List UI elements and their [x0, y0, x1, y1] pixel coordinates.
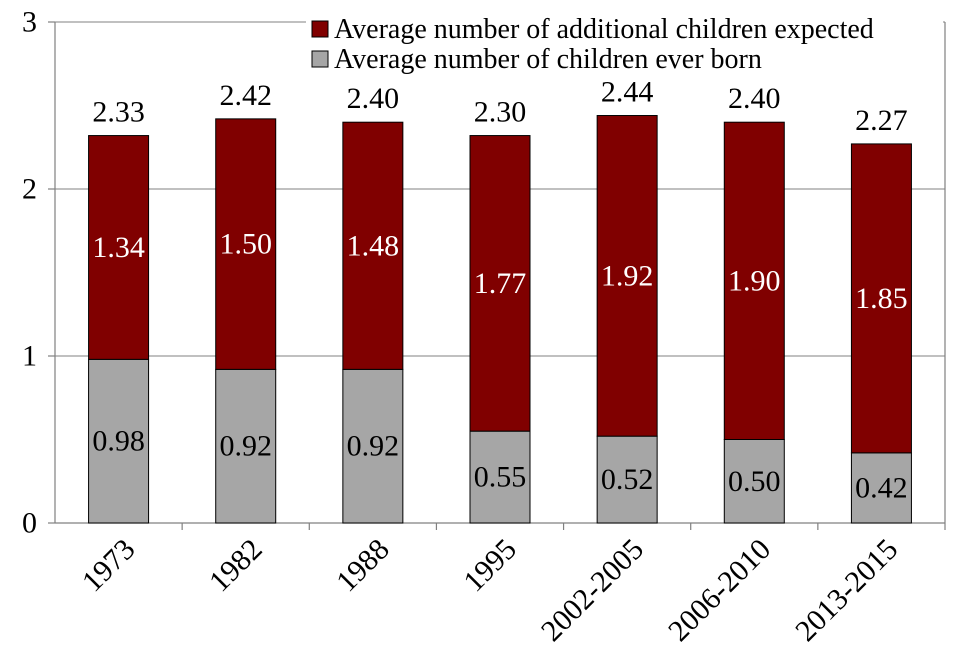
y-tick-label: 0: [22, 507, 37, 540]
x-tick-label-2006-2010: 2006-2010: [662, 533, 777, 648]
data-label-ever-born-1982: 0.92: [219, 430, 272, 463]
bar-segment-ever-born-1982: [215, 368, 277, 524]
x-tick-label-1988: 1988: [330, 533, 396, 599]
x-tick-label-2002-2005: 2002-2005: [535, 533, 650, 648]
data-label-additional-1995: 1.77: [474, 267, 527, 300]
data-label-ever-born-2006-2010: 0.50: [728, 465, 781, 498]
bars: [88, 115, 912, 524]
bar-segment-additional-1995: [469, 135, 531, 432]
bar-segment-additional-1988: [342, 121, 404, 370]
y-tick-label: 2: [22, 173, 37, 206]
data-label-ever-born-1973: 0.98: [92, 425, 145, 458]
bar-segment-additional-2006-2010: [723, 121, 785, 440]
data-label-ever-born-1995: 0.55: [474, 461, 527, 494]
data-labels: 0.98 1.34 2.33 0.92 1.50 2.42 0.92 1.48 2.40 0.55…: [92, 76, 907, 505]
bar-segment-ever-born-2013-2015: [850, 452, 912, 524]
bar-segment-ever-born-1988: [342, 368, 404, 524]
bar-segment-additional-1982: [215, 118, 277, 370]
y-axis-tick-labels: 0 1 2 3: [22, 6, 37, 540]
bar-segment-ever-born-1973: [88, 358, 150, 524]
bar-segment-ever-born-2002-2005: [596, 435, 658, 524]
total-label-2013-2015: 2.27: [855, 104, 908, 137]
total-label-1995: 2.30: [474, 96, 527, 129]
x-tick-label-1982: 1982: [203, 533, 269, 599]
data-label-additional-2002-2005: 1.92: [601, 259, 654, 292]
y-tick-label: 1: [22, 340, 37, 373]
total-label-1982: 2.42: [219, 79, 272, 112]
data-label-additional-2006-2010: 1.90: [728, 264, 781, 297]
data-label-ever-born-1988: 0.92: [347, 430, 400, 463]
x-tick-label-1973: 1973: [76, 533, 142, 599]
total-label-1988: 2.40: [347, 82, 400, 115]
data-label-additional-1973: 1.34: [92, 231, 145, 264]
legend-label-children-ever-born: Average number of children ever born: [334, 44, 762, 75]
total-label-2006-2010: 2.40: [728, 82, 781, 115]
x-axis-tick-labels: 1973 1982 1988 1995 2002-2005 2006-2010 2013-2…: [76, 533, 905, 648]
x-tick-label-2013-2015: 2013-2015: [789, 533, 904, 648]
legend: Average number of additional children ex…: [306, 14, 943, 80]
data-label-ever-born-2013-2015: 0.42: [855, 471, 908, 504]
legend-swatch-additional-children: [311, 20, 329, 38]
bar-segment-additional-1973: [88, 135, 150, 360]
legend-swatch-children-ever-born: [311, 50, 329, 68]
bar-segment-additional-2013-2015: [850, 143, 912, 454]
data-label-additional-2013-2015: 1.85: [855, 282, 908, 315]
data-label-additional-1982: 1.50: [219, 228, 272, 261]
y-tick-label: 3: [22, 6, 37, 39]
total-label-1973: 2.33: [92, 96, 145, 129]
bar-segment-additional-2002-2005: [596, 115, 658, 437]
legend-label-additional-children: Average number of additional children ex…: [334, 14, 874, 45]
data-label-ever-born-2002-2005: 0.52: [601, 463, 654, 496]
data-label-additional-1988: 1.48: [347, 229, 400, 262]
total-label-2002-2005: 2.44: [601, 76, 654, 109]
legend-background: [306, 14, 943, 80]
x-tick-label-1995: 1995: [457, 533, 523, 599]
